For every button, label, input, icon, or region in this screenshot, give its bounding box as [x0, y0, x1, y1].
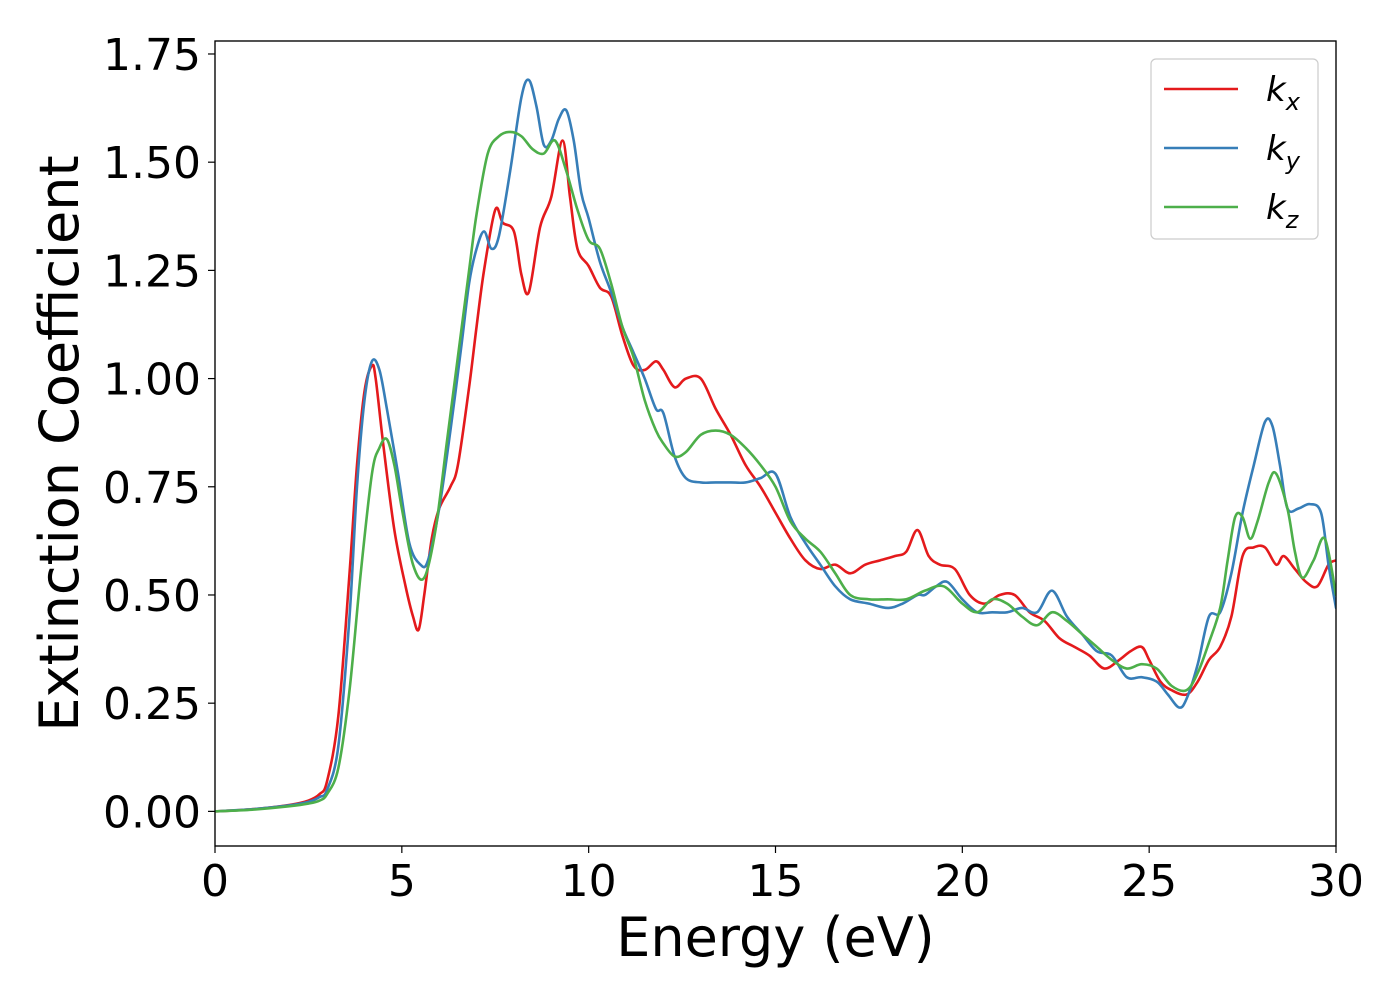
legend-label: kx — [1266, 70, 1301, 116]
y-tick-label: 0.00 — [103, 787, 201, 838]
y-tick-label: 1.25 — [103, 246, 201, 297]
x-tick-label: 0 — [201, 856, 229, 907]
y-tick-label: 1.50 — [103, 138, 201, 189]
series-layer — [215, 78, 1336, 813]
x-axis-label: Energy (eV) — [616, 906, 935, 969]
x-tick-label: 10 — [561, 856, 617, 907]
series-line-kx — [215, 139, 1336, 813]
y-tick-label: 0.75 — [103, 463, 201, 514]
axes-frame — [214, 40, 1337, 847]
y-tick-label: 1.00 — [103, 355, 201, 406]
plot-area — [214, 40, 1337, 847]
series-line-kz — [215, 130, 1336, 813]
y-tick-label: 1.75 — [103, 30, 201, 81]
series-line-ky — [215, 78, 1336, 813]
x-tick-label: 25 — [1121, 856, 1177, 907]
y-axis-ticks: 0.00 0.25 0.50 0.75 1.00 1.25 1.50 1.75 — [103, 30, 215, 838]
legend: kx ky kz — [1150, 58, 1319, 240]
y-tick-label: 0.50 — [103, 571, 201, 622]
y-axis-label: Extinction Coefficient — [28, 155, 91, 731]
x-tick-label: 20 — [934, 856, 990, 907]
legend-item-kx: kx — [1164, 70, 1301, 116]
legend-label: ky — [1266, 129, 1301, 175]
legend-item-kz: kz — [1164, 188, 1300, 234]
legend-label: kz — [1266, 188, 1300, 234]
x-tick-label: 5 — [388, 856, 416, 907]
x-tick-label: 15 — [748, 856, 804, 907]
legend-item-ky: ky — [1164, 129, 1301, 175]
y-tick-label: 0.25 — [103, 679, 201, 730]
x-axis-ticks: 0 5 10 15 20 25 30 — [201, 846, 1364, 907]
x-tick-label: 30 — [1308, 856, 1364, 907]
